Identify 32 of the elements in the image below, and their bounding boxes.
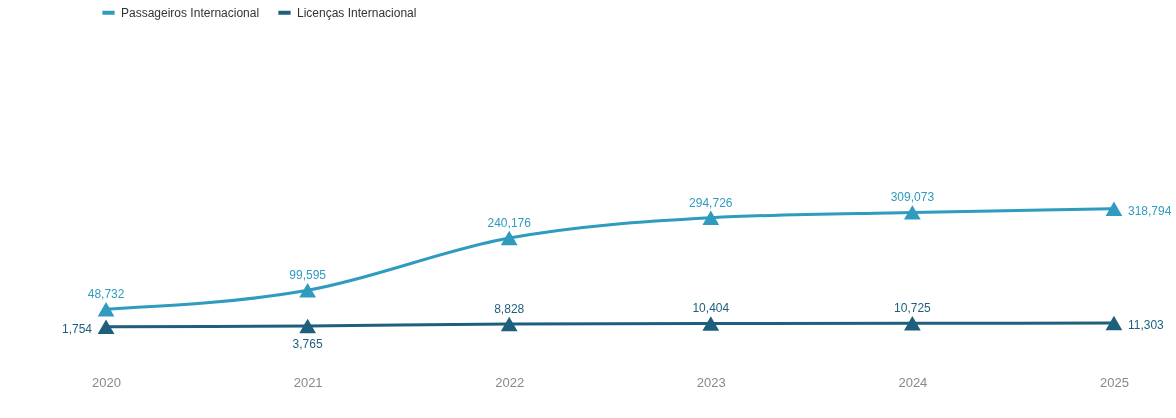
point — [500, 316, 518, 332]
x-tick-label: 2025 — [1099, 374, 1129, 390]
point — [702, 210, 720, 225]
data-label: 1,754 — [62, 321, 93, 336]
point — [904, 205, 921, 220]
point — [904, 316, 921, 331]
data-label: 318,794 — [1127, 203, 1172, 218]
x-tick-label: 2023 — [696, 374, 726, 390]
point — [500, 230, 518, 246]
x-tick-label: 2021 — [293, 374, 323, 390]
data-label: 99,595 — [289, 268, 327, 283]
data-label: 48,732 — [87, 287, 125, 302]
point — [702, 316, 720, 331]
data-label: 294,726 — [689, 195, 733, 210]
x-tick-label: 2020 — [92, 374, 122, 390]
data-label: 10,404 — [692, 301, 730, 316]
point — [1105, 315, 1123, 331]
point — [299, 318, 316, 334]
data-label: 11,303 — [1127, 318, 1165, 333]
x-tick-label: 2022 — [495, 374, 525, 390]
data-label: 3,765 — [292, 336, 323, 351]
data-label: 240,176 — [487, 216, 532, 230]
point — [97, 319, 115, 334]
data-label: 10,725 — [894, 301, 932, 316]
point — [97, 301, 115, 317]
point — [1105, 201, 1123, 217]
data-label: 309,073 — [890, 190, 935, 205]
point — [299, 283, 316, 298]
legend-label: Licenças Internacional — [297, 5, 417, 20]
legend-label: Passageiros Internacional — [121, 5, 260, 20]
x-tick-label: 2024 — [898, 374, 928, 390]
data-label: 8,828 — [494, 302, 525, 317]
